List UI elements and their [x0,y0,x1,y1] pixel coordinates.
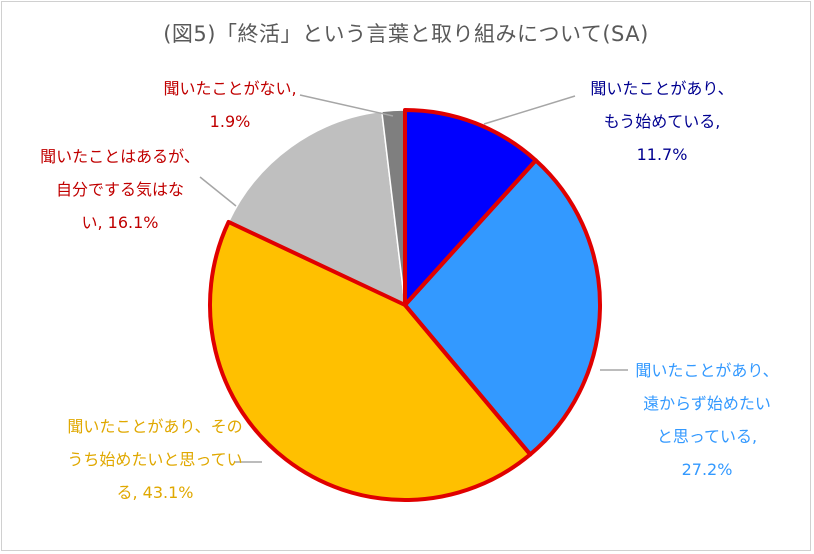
slice-label-line: 1.9% [209,112,251,131]
slice-label-line: と思っている, [656,427,758,446]
slice-label-line: 聞いたことがあり、その [67,417,243,436]
leader-line [199,176,237,207]
slice-label-line: 遠からず始めたい [643,394,771,413]
slice-label-started: 聞いたことがあり、 もう始めている, 11.7% [572,72,752,171]
slice-label-soon: 聞いたことがあり、 遠からず始めたい と思っている, 27.2% [612,354,802,486]
slice-label-someday: 聞いたことがあり、その うち始めたいと思ってい る, 43.1% [40,410,270,509]
chart-title: (図5)「終活」という言葉と取り組みについて(SA) [163,22,649,46]
slice-label-line: 聞いたことがない, [163,79,297,98]
slice-label-line: 聞いたことがあり、 [635,361,779,380]
slice-highlight-outline [403,108,538,307]
pie-slice [227,110,406,307]
slice-label-line: る, 43.1% [116,483,194,502]
slice-label-line: うち始めたいと思ってい [67,450,243,469]
slice-label-line: 27.2% [681,460,733,479]
slice-highlight-outline [208,219,533,502]
slice-label-line: い, 16.1% [81,213,159,232]
slice-label-line: 聞いたことがあり、 [590,79,734,98]
leader-line [299,94,394,117]
slice-label-line: 聞いたことはあるが、 [40,147,200,166]
slice-label-never-heard: 聞いたことがない, 1.9% [140,72,320,138]
slice-label-no-intent: 聞いたことはあるが、 自分でする気はな い, 16.1% [20,140,220,239]
slice-label-line: 自分でする気はな [55,180,184,199]
slice-highlight-outline [403,158,602,457]
slice-label-line: 11.7% [636,145,688,164]
leader-line [483,95,576,125]
slice-label-line: もう始めている, [603,112,721,131]
